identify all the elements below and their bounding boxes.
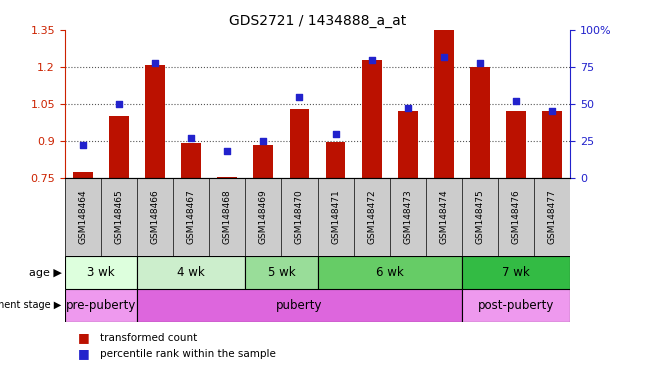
Bar — [137, 256, 246, 289]
Point — [114, 101, 124, 107]
Text: GSM148466: GSM148466 — [150, 190, 159, 245]
Point — [475, 60, 485, 66]
Text: GSM148469: GSM148469 — [259, 190, 268, 245]
Point — [439, 54, 449, 60]
Bar — [326, 142, 345, 178]
Text: GSM148467: GSM148467 — [187, 190, 196, 245]
Text: age ▶: age ▶ — [29, 268, 62, 278]
Bar — [137, 289, 462, 322]
Bar — [217, 177, 237, 178]
Text: 5 wk: 5 wk — [268, 266, 295, 279]
Text: GSM148476: GSM148476 — [511, 190, 520, 245]
Bar — [318, 256, 462, 289]
Bar — [398, 111, 418, 178]
Text: ■: ■ — [78, 346, 89, 359]
Bar — [362, 60, 382, 178]
Text: percentile rank within the sample: percentile rank within the sample — [100, 349, 276, 359]
Text: GSM148473: GSM148473 — [403, 190, 412, 245]
Point — [402, 105, 413, 111]
Bar — [181, 144, 201, 178]
Text: GSM148468: GSM148468 — [223, 190, 232, 245]
Point — [547, 108, 557, 114]
Bar — [253, 145, 273, 178]
Bar — [506, 111, 526, 178]
Text: GSM148471: GSM148471 — [331, 190, 340, 245]
Text: development stage ▶: development stage ▶ — [0, 301, 62, 311]
Bar — [65, 289, 137, 322]
Text: puberty: puberty — [276, 299, 323, 312]
Text: GSM148465: GSM148465 — [115, 190, 124, 245]
Bar — [462, 289, 570, 322]
Bar — [542, 111, 562, 178]
Text: post-puberty: post-puberty — [478, 299, 554, 312]
Text: 6 wk: 6 wk — [376, 266, 404, 279]
Point — [511, 98, 521, 104]
Text: 3 wk: 3 wk — [87, 266, 115, 279]
Point — [186, 135, 196, 141]
Text: GSM148475: GSM148475 — [476, 190, 485, 245]
Text: 4 wk: 4 wk — [178, 266, 205, 279]
Text: GSM148464: GSM148464 — [78, 190, 87, 244]
Bar — [462, 256, 570, 289]
Point — [78, 142, 88, 149]
Point — [258, 138, 268, 144]
Bar — [73, 172, 93, 178]
Point — [294, 94, 305, 100]
Text: pre-puberty: pre-puberty — [65, 299, 136, 312]
Bar — [470, 67, 490, 178]
Bar — [434, 30, 454, 178]
Bar — [246, 256, 318, 289]
Bar — [65, 256, 137, 289]
Bar — [145, 65, 165, 178]
Text: GSM148477: GSM148477 — [548, 190, 557, 245]
Text: GSM148472: GSM148472 — [367, 190, 376, 244]
Point — [330, 131, 341, 137]
Point — [222, 148, 233, 154]
Point — [367, 56, 377, 63]
Text: GSM148474: GSM148474 — [439, 190, 448, 244]
Title: GDS2721 / 1434888_a_at: GDS2721 / 1434888_a_at — [229, 13, 406, 28]
Bar — [290, 109, 309, 178]
Text: GSM148470: GSM148470 — [295, 190, 304, 245]
Text: ■: ■ — [78, 331, 89, 344]
Bar — [109, 116, 129, 178]
Text: 7 wk: 7 wk — [502, 266, 530, 279]
Text: transformed count: transformed count — [100, 333, 198, 343]
Point — [150, 60, 160, 66]
